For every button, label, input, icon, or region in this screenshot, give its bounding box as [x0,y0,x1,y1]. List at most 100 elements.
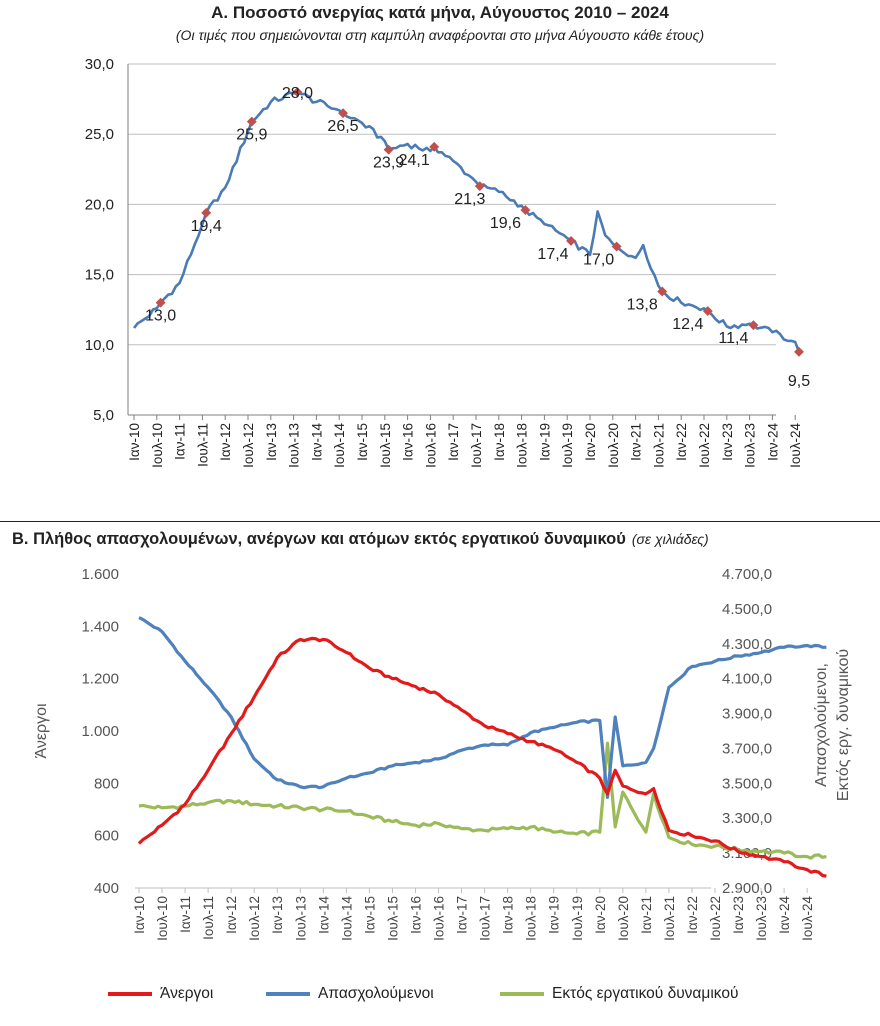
x-tick-label: Ιαν-14 [316,896,331,934]
y-right-tick-label: 3.300,0 [722,810,772,827]
x-tick-label: Ιουλ-17 [478,896,493,941]
x-tick-label: Ιαν-22 [685,896,700,934]
august-marker [246,116,257,127]
x-tick-label: Ιαν-15 [362,896,377,934]
x-tick-label: Ιαν-18 [501,896,516,934]
legend-swatch-inactive [500,992,544,996]
x-tick-label: Ιαν-14 [309,423,324,461]
x-tick-label: Ιουλ-19 [570,896,585,941]
august-marker [566,235,576,246]
y-left-tick-label: 1.600 [81,566,119,583]
x-tick-label: Ιουλ-20 [606,423,621,468]
x-tick-label: Ιουλ-23 [743,423,758,468]
y-right-tick-label: 2.900,0 [722,880,772,897]
data-label: 11,4 [718,330,748,347]
x-tick-label: Ιουλ-14 [332,423,347,468]
data-label: 25,9 [236,127,267,144]
data-label: 9,5 [788,373,810,390]
x-tick-label: Ιαν-11 [178,896,193,933]
chart-b-legend: Άνεργοι Απασχολούμενοι Εκτός εργατικού δ… [0,985,880,1009]
x-tick-label: Ιαν-12 [224,896,239,934]
y-right-tick-label: 3.900,0 [722,706,772,723]
y-right-tick-label: 4.300,0 [722,636,772,653]
legend-item-employed: Απασχολούμενοι [266,985,434,1003]
data-label: 21,3 [454,191,485,208]
chart-a-subtitle: (Οι τιμές που σημειώνονται στη καμπύλη α… [175,27,705,43]
x-tick-label: Ιουλ-11 [195,423,210,467]
legend-label-inactive: Εκτός εργατικού δυναμικού [552,985,739,1002]
x-tick-label: Ιαν-16 [408,896,423,934]
data-label: 13,0 [145,308,176,325]
x-tick-label: Ιουλ-12 [247,896,262,941]
x-tick-label: Ιαν-21 [629,423,644,461]
data-label: 12,4 [672,316,703,333]
y-right-tick-label: 3.700,0 [722,740,772,757]
data-label: 17,4 [537,246,568,263]
x-tick-label: Ιαν-24 [777,896,792,934]
x-tick-label: Ιαν-20 [593,896,608,934]
august-marker [201,207,212,218]
x-tick-label: Ιουλ-13 [287,423,302,468]
unemployment-rate-chart: 5,0 10,0 15,0 20,0 25,0 30,0 Ιαν-10 Ιουλ-10 Ιαν-… [85,56,810,468]
y-left-tick-label: 800 [94,775,119,792]
y-tick-label: 5,0 [93,407,114,424]
chart-b-unit: (σε χιλιάδες) [631,531,709,547]
section-divider [0,521,880,522]
y-tick-label: 30,0 [85,56,114,73]
x-tick-label: Ιουλ-13 [293,896,308,941]
inactive-line [138,741,827,860]
x-tick-label: Ιουλ-19 [560,423,575,468]
y-left-axis-label: Άνεργοι [33,703,50,759]
y-left-tick-label: 1.400 [81,618,119,635]
august-marker [429,141,440,152]
x-tick-label: Ιουλ-23 [754,896,769,941]
data-label: 19,4 [191,218,222,235]
x-tick-label: Ιουλ-20 [616,896,631,941]
x-tick-label: Ιαν-10 [132,896,147,934]
x-tick-label: Ιουλ-10 [150,423,165,468]
august-marker [155,297,166,308]
chart-b-title-text: Β. Πλήθος απασχολουμένων, ανέργων και ατ… [12,530,626,548]
population-counts-chart: 4006008001.0001.2001.4001.6002.900,03.10… [33,566,852,941]
x-tick-label: Ιουλ-22 [708,896,723,941]
x-tick-label: Ιουλ-14 [339,896,354,941]
august-marker [474,181,485,192]
x-tick-label: Ιουλ-21 [662,896,677,941]
x-tick-label: Ιαν-21 [639,896,654,934]
august-marker [657,286,668,297]
y-right-tick-label: 4.700,0 [722,566,772,583]
data-label: 13,8 [627,296,658,313]
y-left-tick-label: 1.000 [81,723,119,740]
legend-item-inactive: Εκτός εργατικού δυναμικού [500,985,738,1003]
data-label: 23,9 [373,155,404,172]
x-tick-label: Ιαν-17 [455,896,470,934]
data-label: 26,5 [327,118,358,135]
x-tick-label: Ιαν-13 [270,896,285,934]
x-tick-label: Ιουλ-17 [469,423,484,468]
x-tick-label: Ιαν-16 [401,423,416,461]
august-marker [748,320,759,331]
legend-label-employed: Απασχολούμενοι [318,985,434,1002]
august-marker [702,306,713,317]
x-tick-label: Ιουλ-16 [432,896,447,941]
legend-label-unemployed: Άνεργοι [160,985,214,1002]
data-label: 28,0 [282,85,313,102]
august-marker [611,241,622,252]
y-tick-label: 20,0 [85,196,114,213]
legend-item-unemployed: Άνεργοι [108,985,213,1003]
y-tick-label: 10,0 [85,337,114,354]
y-tick-label: 25,0 [85,126,114,143]
x-tick-label: Ιουλ-18 [515,423,530,468]
data-label: 17,0 [583,252,614,269]
x-tick-label: Ιαν-18 [492,423,507,461]
data-label: 19,6 [490,215,521,232]
data-label: 24,1 [399,152,430,169]
legend-swatch-unemployed [108,992,152,996]
x-tick-label: Ιουλ-12 [241,423,256,468]
x-tick-label: Ιαν-17 [446,423,461,461]
x-tick-label: Ιαν-23 [720,423,735,461]
employed-line [138,616,827,799]
august-marker [520,205,531,215]
y-left-tick-label: 600 [94,828,119,845]
x-tick-label: Ιαν-11 [173,423,188,460]
